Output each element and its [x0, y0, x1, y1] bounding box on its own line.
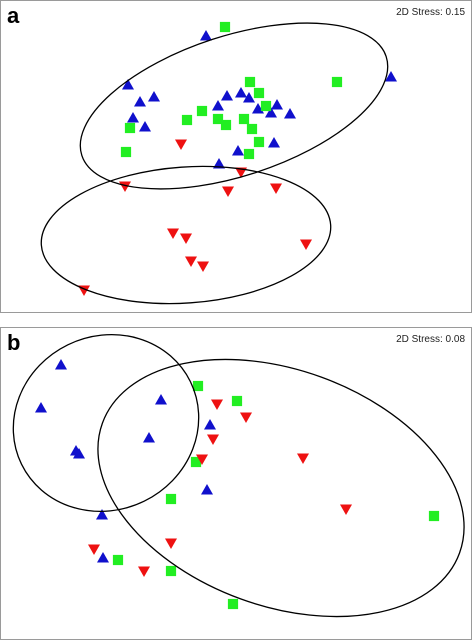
a-red-triangle-down-point-6	[180, 233, 192, 244]
b-green-square-point-7	[227, 598, 239, 610]
a-blue-triangle-up-point-1	[122, 79, 134, 90]
b-blue-triangle-up-point-6	[204, 419, 216, 430]
b-blue-triangle-up-point-4	[143, 432, 155, 443]
a-cluster-ellipse-1	[40, 165, 332, 305]
b-green-square-point-1	[231, 395, 243, 407]
b-blue-triangle-up-point-0	[55, 359, 67, 370]
panel-label-b: b	[7, 330, 21, 355]
b-blue-triangle-up-point-9	[97, 552, 109, 563]
a-red-triangle-down-point-5	[167, 228, 179, 239]
a-blue-triangle-up-point-4	[127, 112, 139, 123]
a-blue-triangle-up-point-0	[200, 30, 212, 41]
stress-value-b: 2D Stress: 0.08	[396, 334, 465, 345]
a-green-square-point-12	[253, 136, 265, 148]
a-green-square-point-3	[253, 87, 265, 99]
b-red-triangle-down-point-5	[340, 504, 352, 515]
b-red-triangle-down-point-4	[297, 453, 309, 464]
a-red-triangle-down-point-8	[197, 261, 209, 272]
b-red-triangle-down-point-3	[196, 454, 208, 465]
panel-label-a: a	[7, 3, 20, 28]
a-red-triangle-down-point-4	[222, 186, 234, 197]
b-green-square-point-5	[165, 565, 177, 577]
b-green-square-point-6	[428, 510, 440, 522]
a-green-square-point-5	[196, 105, 208, 117]
a-green-square-point-8	[238, 113, 250, 125]
scatter-plot-a	[40, 21, 397, 305]
a-red-triangle-down-point-0	[175, 139, 187, 150]
a-green-square-point-6	[181, 114, 193, 126]
b-green-square-point-2	[190, 456, 202, 468]
b-green-square-point-0	[192, 380, 204, 392]
a-blue-triangle-up-point-17	[385, 71, 397, 82]
scatter-plot-b	[12, 333, 465, 618]
a-red-triangle-down-point-3	[270, 183, 282, 194]
b-cluster-ellipse-0	[12, 333, 200, 513]
a-blue-triangle-up-point-12	[284, 108, 296, 119]
a-cluster-ellipse-0	[79, 22, 389, 190]
b-red-triangle-down-point-2	[207, 434, 219, 445]
a-blue-triangle-up-point-8	[235, 87, 247, 98]
b-blue-triangle-up-point-7	[201, 484, 213, 495]
a-blue-triangle-up-point-2	[148, 91, 160, 102]
a-blue-triangle-up-point-5	[139, 121, 151, 132]
a-green-square-point-10	[246, 123, 258, 135]
a-blue-triangle-up-point-11	[265, 107, 277, 118]
a-red-triangle-down-point-7	[185, 256, 197, 267]
b-green-square-point-3	[165, 493, 177, 505]
a-blue-triangle-up-point-9	[243, 92, 255, 103]
a-blue-triangle-up-point-7	[221, 90, 233, 101]
a-green-square-point-0	[219, 21, 231, 33]
a-red-triangle-down-point-9	[300, 239, 312, 250]
b-red-triangle-down-point-0	[211, 399, 223, 410]
b-blue-triangle-up-point-5	[155, 394, 167, 405]
a-green-square-point-9	[220, 119, 232, 131]
a-green-square-point-1	[331, 76, 343, 88]
a-blue-triangle-up-point-6	[212, 100, 224, 111]
panel-a: a 2D Stress: 0.15	[0, 0, 472, 313]
panel-b: b 2D Stress: 0.08	[0, 327, 472, 640]
b-red-triangle-down-point-8	[138, 566, 150, 577]
b-red-triangle-down-point-1	[240, 412, 252, 423]
b-green-square-point-4	[112, 554, 124, 566]
a-red-triangle-down-point-2	[235, 167, 247, 178]
b-blue-triangle-up-point-1	[35, 402, 47, 413]
b-blue-triangle-up-point-3	[73, 448, 85, 459]
stress-value-a: 2D Stress: 0.15	[396, 7, 465, 18]
a-blue-triangle-up-point-14	[268, 137, 280, 148]
a-blue-triangle-up-point-15	[232, 145, 244, 156]
a-blue-triangle-up-point-10	[271, 99, 283, 110]
a-green-square-point-11	[124, 122, 136, 134]
a-green-square-point-7	[212, 113, 224, 125]
b-red-triangle-down-point-7	[88, 544, 100, 555]
a-green-square-point-4	[260, 100, 272, 112]
b-blue-triangle-up-point-8	[96, 509, 108, 520]
a-green-square-point-14	[120, 146, 132, 158]
a-blue-triangle-up-point-16	[213, 158, 225, 169]
b-cluster-ellipse-1	[97, 358, 465, 618]
a-blue-triangle-up-point-3	[134, 96, 146, 107]
a-green-square-point-13	[243, 148, 255, 160]
a-green-square-point-2	[244, 76, 256, 88]
b-red-triangle-down-point-6	[165, 538, 177, 549]
